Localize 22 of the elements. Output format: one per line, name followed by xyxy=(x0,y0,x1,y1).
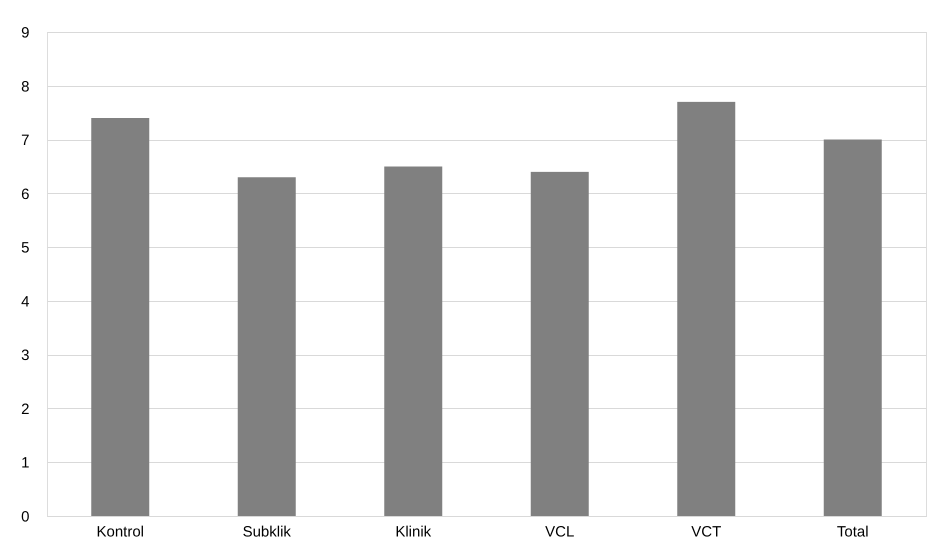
y-tick-label: 9 xyxy=(21,24,30,42)
y-tick-label: 2 xyxy=(21,400,30,418)
x-tick-label: Total xyxy=(836,524,869,540)
y-tick-label: 7 xyxy=(21,132,30,150)
bar xyxy=(530,172,589,516)
y-tick-label: 3 xyxy=(21,347,30,364)
y-tick-label: 1 xyxy=(21,454,30,472)
x-tick-label: VCL xyxy=(545,524,574,540)
y-tick-label: 4 xyxy=(21,293,30,310)
y-tick-label: 5 xyxy=(21,240,30,257)
x-tick-label: Klinik xyxy=(395,524,432,540)
bar xyxy=(677,102,736,516)
bar xyxy=(238,177,296,516)
bar xyxy=(91,118,150,516)
y-tick-label: 0 xyxy=(21,508,30,526)
x-tick-label: Kontrol xyxy=(96,524,144,540)
x-tick-label: Subklik xyxy=(242,524,292,540)
bar xyxy=(384,166,442,516)
bar xyxy=(824,140,882,516)
y-tick-label: 8 xyxy=(21,78,30,96)
y-tick-label: 6 xyxy=(21,186,30,203)
x-tick-label: VCT xyxy=(691,524,722,540)
